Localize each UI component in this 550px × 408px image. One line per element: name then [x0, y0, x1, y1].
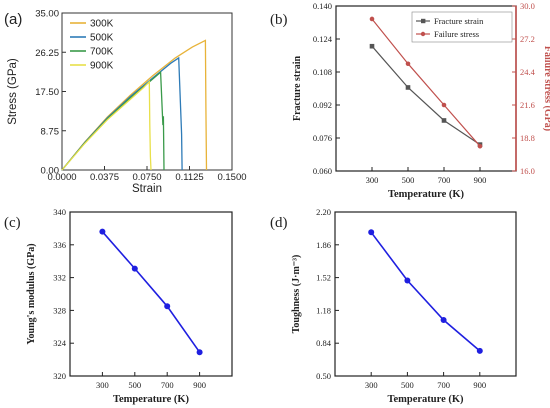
panel-a: (a) 0.0000 0.0375 0.0750 0.1125 0.1500 0.00 8.7… — [4, 9, 247, 196]
y-right-axis-label: Failure stress (GPa) — [542, 46, 550, 131]
y-tick-label: 0.060 — [313, 166, 332, 176]
x-axis-label: Temperature (K) — [387, 394, 464, 405]
series-line — [370, 231, 481, 352]
data-point — [369, 16, 375, 22]
y-right-tick-label: 21.6 — [520, 100, 535, 110]
x-tick-label: 300 — [366, 175, 379, 185]
x-tick-label: 900 — [474, 175, 487, 185]
y-tick-label: 0.092 — [313, 100, 332, 110]
x-tick-label: 500 — [402, 175, 415, 185]
legend-frame — [411, 11, 513, 43]
y-right-tick-label: 16.0 — [520, 166, 535, 176]
y-tick-label: 336 — [53, 240, 66, 250]
x-tick-label: 900 — [473, 380, 486, 390]
data-point — [164, 303, 171, 310]
legend: 300K 500K 700K 900K — [70, 19, 114, 72]
y-tick-label: 332 — [53, 273, 66, 283]
y-tick-label: 328 — [53, 305, 66, 315]
x-tick-label: 500 — [401, 380, 414, 390]
data-point — [131, 265, 138, 272]
y-tick-label: 0.140 — [313, 1, 332, 11]
y-right-tick-label: 30.0 — [520, 1, 535, 11]
y-tick-label: 17.50 — [35, 87, 59, 98]
data-point — [476, 347, 483, 354]
y-tick-label: 1.86 — [316, 240, 331, 250]
legend-label: Fracture strain — [434, 16, 484, 26]
panel-label: (b) — [270, 12, 288, 28]
panel-label: (d) — [270, 215, 288, 231]
y-tick-label: 1.18 — [316, 305, 331, 315]
x-tick-label: 700 — [161, 380, 174, 390]
x-tick-label: 0.1500 — [217, 172, 246, 183]
plot-frame — [69, 211, 233, 377]
x-tick-label: 700 — [438, 175, 451, 185]
y-right-tick-label: 27.2 — [520, 34, 535, 44]
x-tick-label: 0.0750 — [132, 172, 161, 183]
y-right-tick-label: 18.8 — [520, 133, 535, 143]
y-tick-label: 8.75 — [41, 126, 60, 137]
data-point — [99, 228, 106, 235]
data-point — [405, 85, 411, 90]
x-tick-label: 300 — [365, 380, 378, 390]
y-tick-label: 324 — [53, 338, 67, 348]
x-axis-label: Temperature (K) — [113, 394, 190, 405]
series-line — [101, 231, 201, 353]
legend-marker — [421, 18, 426, 24]
x-tick-label: 0.0375 — [90, 172, 119, 183]
y-tick-label: 340 — [53, 207, 66, 217]
y-right-tick-label: 24.4 — [520, 67, 536, 77]
data-point — [368, 229, 375, 236]
legend-label: Failure stress — [434, 29, 479, 39]
data-point — [405, 61, 411, 67]
x-axis-label: Temperature (K) — [388, 189, 465, 200]
legend-label: 900K — [90, 61, 114, 72]
y-tick-label: 26.25 — [35, 48, 59, 59]
panel-d: (d) 300 500 700 900 Temperature (K) 0.50 0.84 1.… — [270, 207, 517, 405]
y-tick-label: 0.124 — [313, 34, 333, 44]
y-tick-label: 0.00 — [41, 166, 60, 177]
x-tick-label: 700 — [437, 380, 450, 390]
y-tick-label: 1.52 — [316, 273, 331, 283]
panel-label: (a) — [4, 11, 22, 28]
series-line — [371, 18, 481, 147]
y-tick-label: 35.00 — [35, 9, 59, 20]
y-tick-label: 0.108 — [313, 67, 332, 77]
legend-label: 700K — [90, 47, 114, 58]
x-tick-label: 500 — [128, 380, 141, 390]
legend-label: 300K — [90, 19, 114, 30]
legend-label: 500K — [90, 33, 114, 44]
y-tick-label: 2.20 — [316, 207, 331, 217]
data-point — [441, 118, 447, 123]
panel-b: (b) 300 500 700 900 Temperature (K) 0.060 0.076… — [270, 1, 550, 200]
series-line-700K — [61, 70, 165, 171]
data-point — [369, 43, 375, 49]
y-tick-label: 0.84 — [316, 338, 332, 348]
data-point — [440, 317, 447, 324]
x-axis-label: Strain — [132, 183, 162, 195]
y-axis-label: Stress (GPa) — [7, 58, 19, 125]
series-line-900K — [61, 80, 152, 171]
x-tick-label: 900 — [193, 380, 206, 390]
y-axis-label: Fracture strain — [292, 56, 303, 122]
series-line-300K — [61, 39, 208, 171]
data-point — [404, 277, 411, 284]
legend-marker — [420, 31, 426, 37]
y-axis-label: Toughness (J·m⁻³) — [291, 255, 302, 334]
y-tick-label: 0.50 — [316, 371, 331, 381]
x-tick-label: 0.0000 — [47, 172, 76, 183]
y-tick-label: 0.076 — [313, 133, 332, 143]
y-tick-label: 320 — [53, 371, 66, 381]
panel-label: (c) — [4, 215, 21, 231]
data-point — [441, 102, 447, 108]
series-line — [371, 45, 481, 146]
y-axis-label: Young's modulus (GPa) — [26, 243, 37, 344]
plot-frame — [334, 211, 517, 377]
data-point — [196, 349, 203, 356]
data-point — [477, 143, 483, 149]
x-tick-label: 300 — [96, 380, 109, 390]
x-tick-label: 0.1125 — [175, 172, 203, 183]
